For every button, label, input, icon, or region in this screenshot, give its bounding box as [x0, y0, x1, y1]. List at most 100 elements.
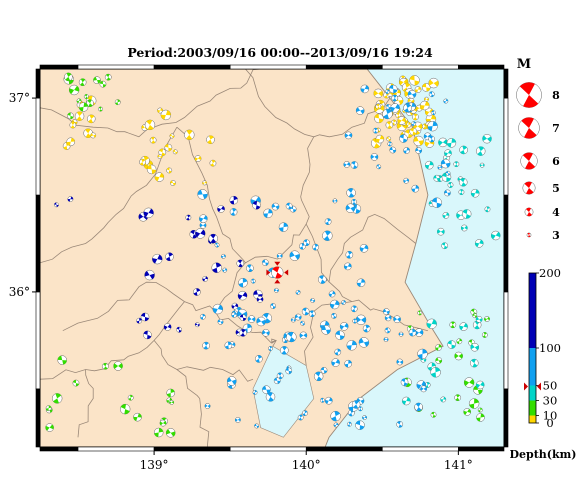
event-mark: [355, 314, 367, 325]
event-mark: [331, 312, 337, 319]
depth-marker-left: [524, 382, 528, 391]
event-mark: [414, 86, 422, 93]
event-mark: [239, 329, 247, 337]
event-mark: [459, 322, 468, 331]
event-mark: [224, 341, 233, 350]
event-mark: [67, 112, 74, 120]
event-mark: [470, 188, 480, 198]
event-mark: [271, 202, 280, 211]
event-mark: [430, 411, 437, 418]
highlight-arrow: [274, 261, 281, 266]
event-mark: [254, 355, 263, 363]
event-mark: [72, 379, 80, 387]
event-mark: [53, 202, 59, 208]
boundary-line: [40, 127, 178, 264]
event-mark: [399, 134, 408, 143]
event-mark: [330, 410, 341, 422]
event-mark: [339, 322, 349, 331]
magnitude-legend-ball: [518, 117, 540, 139]
event-mark: [458, 177, 468, 187]
event-mark: [263, 208, 273, 219]
event-mark: [199, 313, 206, 320]
event-mark: [445, 170, 451, 176]
boundary-line: [62, 262, 246, 332]
event-mark: [415, 147, 422, 154]
event-mark: [153, 427, 164, 438]
prefecture-boundaries: [40, 69, 444, 447]
depth-scale-label: Depth(km): [510, 448, 577, 461]
event-mark: [86, 99, 94, 107]
event-mark: [463, 377, 475, 388]
event-mark: [375, 103, 382, 110]
y-tick-label: 37°: [9, 91, 30, 105]
event-mark: [355, 420, 365, 430]
event-mark: [461, 209, 472, 219]
frame-segment: [35, 388, 41, 448]
highlight-event[interactable]: [266, 261, 289, 284]
event-mark: [290, 317, 296, 323]
event-mark: [312, 243, 319, 251]
event-mark: [329, 299, 340, 310]
event-mark: [328, 290, 336, 298]
event-mark: [270, 303, 276, 309]
event-mark: [320, 366, 328, 374]
event-mark: [387, 141, 393, 147]
frame-segment: [35, 97, 41, 196]
event-mark: [321, 325, 331, 335]
event-mark: [69, 121, 77, 129]
event-mark: [453, 161, 460, 168]
depth-marker-right: [537, 382, 541, 391]
event-mark: [333, 422, 339, 428]
event-mark: [140, 312, 150, 322]
x-tick-label: 140°: [292, 458, 321, 472]
event-mark: [67, 196, 74, 203]
event-mark: [409, 127, 418, 136]
depth-scale-band: [529, 348, 536, 386]
event-mark: [250, 278, 256, 284]
boundary-line: [176, 366, 254, 382]
magnitude-legend-ball: [524, 207, 534, 217]
event-mark: [427, 120, 438, 132]
event-mark: [383, 337, 389, 342]
event-mark: [344, 131, 353, 140]
event-mark: [160, 109, 172, 121]
event-mark: [166, 167, 173, 174]
frame-segment: [305, 446, 383, 452]
y-axis-ticks: 36° 37°: [9, 91, 36, 299]
event-mark: [295, 289, 301, 295]
event-mark: [430, 110, 436, 116]
frame-segment: [503, 194, 509, 293]
frame-segment: [35, 291, 41, 390]
event-mark: [144, 119, 156, 131]
x-axis-ticks: 139° 140° 141°: [140, 451, 473, 472]
boundary-line: [40, 69, 261, 138]
event-mark: [300, 320, 306, 326]
event-mark: [195, 228, 206, 239]
event-mark: [235, 417, 241, 423]
event-mark: [45, 405, 52, 412]
event-mark: [344, 359, 353, 368]
event-mark: [83, 94, 89, 99]
event-mark: [332, 198, 338, 204]
event-mark: [114, 99, 121, 106]
event-mark: [352, 318, 358, 324]
frame-segment: [503, 291, 509, 390]
event-mark: [308, 310, 316, 318]
event-mark: [256, 316, 266, 327]
y-tick-label: 36°: [9, 285, 30, 299]
event-mark: [324, 218, 332, 225]
event-mark: [346, 188, 356, 198]
event-mark: [385, 89, 391, 95]
event-mark: [385, 121, 394, 129]
magnitude-legend-label: 7: [552, 122, 560, 135]
event-mark: [346, 340, 357, 351]
depth-scale-band: [529, 400, 536, 416]
event-mark: [440, 396, 447, 403]
event-mark: [447, 340, 456, 349]
event-mark: [276, 253, 283, 259]
highlight-event-mark: [271, 266, 284, 279]
event-mark: [262, 328, 270, 337]
event-mark: [157, 154, 163, 159]
event-mark: [66, 137, 76, 147]
